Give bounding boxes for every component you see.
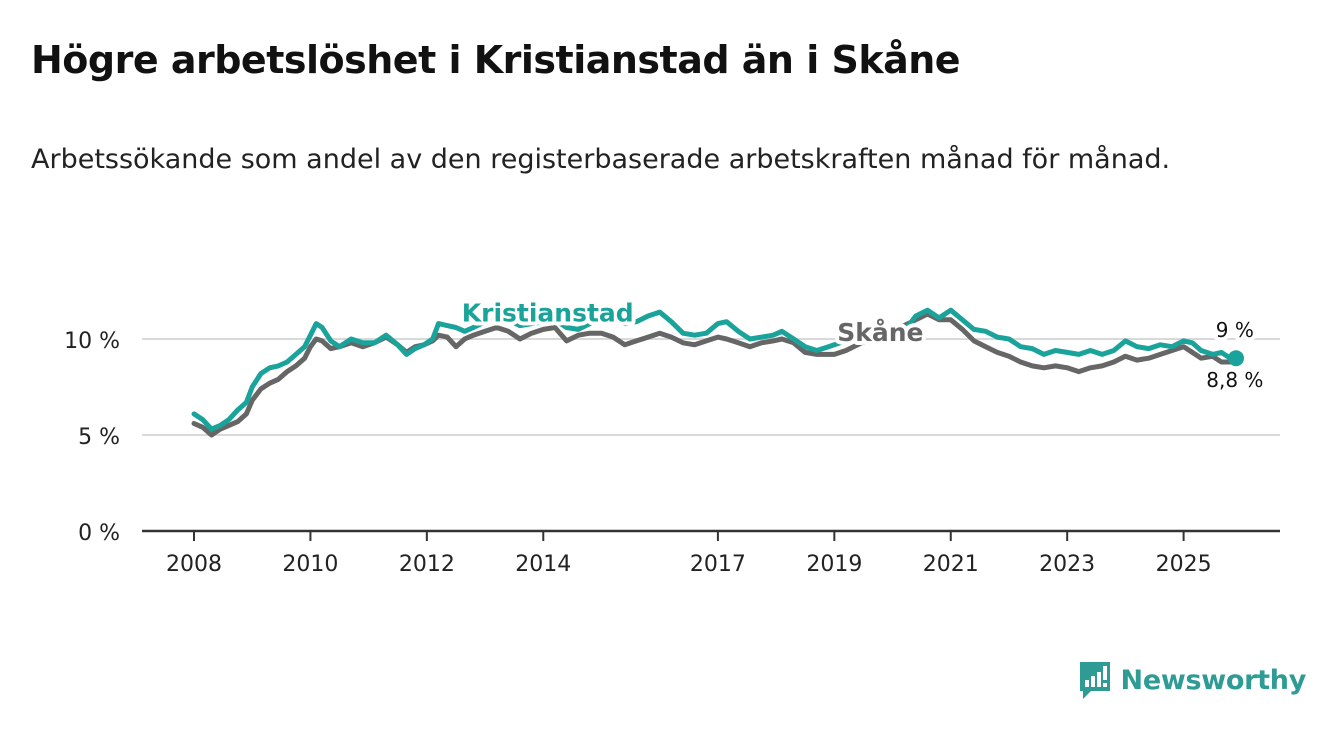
newsworthy-logo[interactable]: Newsworthy <box>1077 660 1306 700</box>
series-label-skane: Skåne <box>837 318 923 347</box>
end-value-kristianstad: 9 % <box>1216 318 1254 342</box>
series-labels: Kristianstad Skåne 9 % 8,8 % <box>458 295 1268 396</box>
y-tick-label: 10 % <box>64 329 120 354</box>
x-tick-label: 2019 <box>806 552 862 577</box>
x-tick-label: 2025 <box>1156 552 1212 577</box>
x-tick-label: 2010 <box>282 552 338 577</box>
end-marker-kristianstad <box>1228 350 1244 367</box>
chart-title: Högre arbetslöshet i Kristianstad än i S… <box>31 38 961 82</box>
y-axis-ticks: 0 % 5 % 10 % <box>64 329 120 546</box>
x-axis-ticks: 2008 2010 2012 2014 2017 2019 2021 2023 2025 <box>166 531 1212 577</box>
brand-name: Newsworthy <box>1120 664 1307 696</box>
series-line-skane <box>191 311 1239 438</box>
end-value-skane: 8,8 % <box>1206 368 1263 392</box>
x-tick-label: 2021 <box>923 552 979 577</box>
series-line-kristianstad <box>191 307 1239 432</box>
newsworthy-logo-icon <box>1079 662 1110 699</box>
x-tick-label: 2017 <box>690 552 746 577</box>
x-tick-label: 2008 <box>166 552 222 577</box>
x-tick-label: 2023 <box>1039 552 1095 577</box>
y-tick-label: 5 % <box>78 425 120 450</box>
series-lines <box>191 307 1244 438</box>
chart-subtitle: Arbetssökande som andel av den registerb… <box>31 144 1171 175</box>
series-label-kristianstad: Kristianstad <box>462 299 634 328</box>
x-tick-label: 2012 <box>399 552 455 577</box>
y-tick-label: 0 % <box>78 521 120 546</box>
x-tick-label: 2014 <box>515 552 571 577</box>
